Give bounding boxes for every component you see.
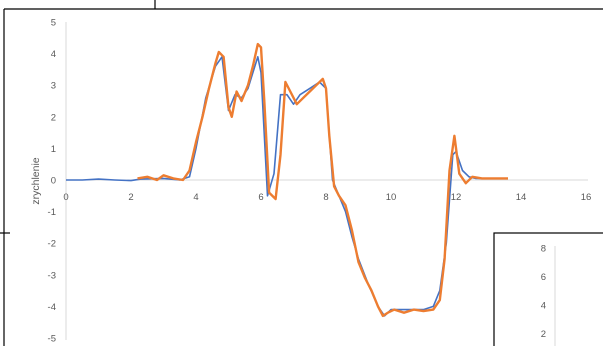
y-tick-label: -1 [48,207,56,218]
series-line-1 [66,55,508,317]
y-tick-label: 1 [51,144,56,155]
y-tick-label: -5 [48,334,56,345]
inset-chart-background [493,232,603,346]
x-tick-labels: 0 2 4 6 8 10 12 14 16 [63,192,591,203]
y-tick-label: 2 [51,112,56,123]
inset-y-tick-label: 6 [541,272,546,283]
inset-y-tick-labels: 8 6 4 2 [541,244,546,341]
y-tick-labels: 5 4 3 2 1 0 -1 -2 -3 -4 -5 [48,18,56,345]
series-layer [66,42,508,318]
y-tick-label: -3 [48,270,56,281]
x-tick-label: 4 [193,192,198,203]
y-tick-label: 3 [51,81,56,92]
x-tick-label: 14 [516,192,527,203]
y-tick-label: -4 [48,302,56,313]
y-axis-label: zrychlenie [30,157,42,204]
inset-y-tick-label: 4 [541,301,546,312]
inset-y-tick-label: 8 [541,244,546,255]
x-tick-label: 6 [258,192,263,203]
x-tick-label: 0 [63,192,68,203]
x-tick-label: 2 [128,192,133,203]
x-tick-label: 10 [386,192,397,203]
x-tick-label: 16 [581,192,592,203]
x-tick-label: 8 [323,192,328,203]
series-line-2 [137,42,508,318]
y-tick-label: 0 [51,176,56,187]
inset-y-tick-label: 2 [541,329,546,340]
y-tick-label: -2 [48,239,56,250]
y-tick-label: 4 [51,49,56,60]
x-tick-label: 12 [451,192,462,203]
y-tick-label: 5 [51,18,56,29]
